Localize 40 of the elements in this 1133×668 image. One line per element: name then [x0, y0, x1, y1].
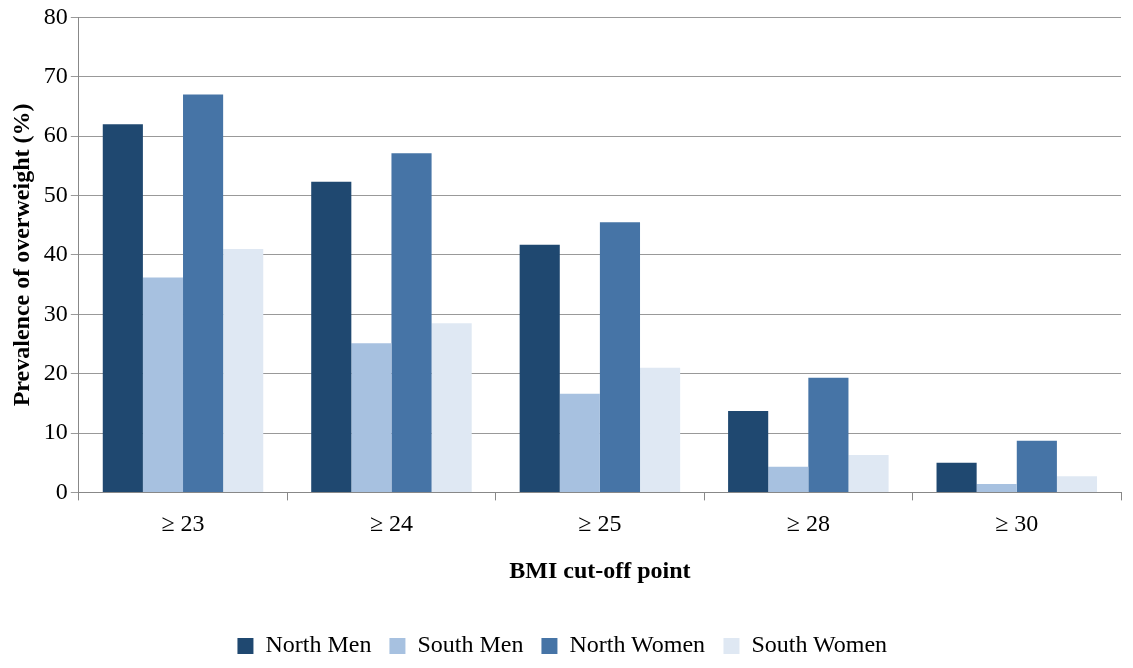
bar	[936, 462, 977, 492]
bar	[848, 454, 889, 492]
x-tick-label: ≥ 24	[369, 510, 414, 537]
y-tick-label: 10	[43, 418, 68, 445]
y-tick-label: 40	[43, 240, 68, 267]
y-tick-label: 70	[43, 62, 68, 89]
bar	[102, 124, 143, 492]
bar	[311, 181, 352, 492]
x-axis-title: BMI cut-off point	[509, 556, 691, 583]
y-axis-title: Prevalence of overweight (%)	[7, 103, 34, 407]
bar	[519, 244, 560, 492]
y-tick-label: 20	[43, 358, 68, 385]
bar	[391, 153, 432, 492]
legend-label: North Men	[265, 631, 372, 658]
x-tick-label: ≥ 30	[995, 510, 1039, 537]
bar	[223, 248, 264, 492]
y-tick-label: 50	[43, 180, 68, 207]
bar	[768, 466, 809, 492]
bar	[1056, 476, 1098, 492]
y-tick-label: 80	[43, 2, 68, 29]
legend-label: South Men	[417, 631, 524, 658]
legend-label: South Women	[751, 631, 888, 658]
x-tick-label: ≥ 28	[786, 510, 830, 537]
x-tick-label: ≥ 23	[161, 510, 205, 537]
bar	[640, 367, 681, 492]
bar	[559, 393, 600, 492]
bar	[976, 484, 1017, 492]
bar	[728, 411, 769, 492]
bar	[142, 277, 184, 492]
x-tick-label: ≥ 25	[578, 510, 622, 537]
y-tick-label: 60	[43, 121, 68, 148]
y-tick-label: 30	[43, 299, 68, 326]
y-tick-label: 0	[55, 477, 68, 504]
bar	[183, 94, 224, 492]
legend-label: North Women	[569, 631, 706, 658]
bar	[599, 222, 641, 492]
bar	[1016, 440, 1057, 492]
bar	[808, 377, 849, 492]
bar	[431, 323, 472, 492]
bar	[351, 343, 392, 492]
